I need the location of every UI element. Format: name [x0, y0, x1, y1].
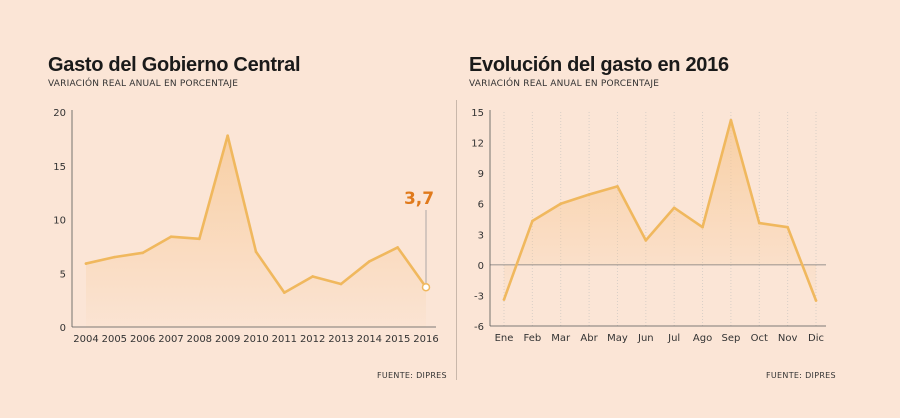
x-tick-label: Oct: [751, 333, 768, 344]
x-tick-label: 2009: [215, 334, 240, 345]
chart-subtitle: VARIACIÓN REAL ANUAL EN PORCENTAJE: [469, 79, 660, 89]
annotation-marker: [421, 282, 431, 292]
x-tick-label: Dic: [808, 333, 824, 344]
annual-spending-chart: 0 5 10 15 20 2004 2005 2006 2007 2008 2009 2010 2011…: [53, 108, 438, 345]
data-point: [644, 239, 648, 242]
area-fill: [504, 120, 816, 301]
y-tick-label: 15: [471, 108, 484, 119]
chart-title: Evolución del gasto en 2016: [469, 54, 729, 76]
x-tick-label: Sep: [721, 333, 740, 344]
x-tick-label: Jul: [667, 333, 680, 344]
y-tick-label: 0: [478, 261, 484, 272]
data-point: [531, 219, 534, 223]
y-tick-label: 5: [60, 269, 66, 280]
x-tick-label: 2007: [158, 334, 183, 345]
data-point: [169, 235, 173, 238]
x-tick-label: 2011: [272, 334, 297, 345]
data-point: [311, 275, 314, 278]
chart-subtitle: VARIACIÓN REAL ANUAL EN PORCENTAJE: [48, 79, 239, 89]
data-point: [396, 246, 399, 249]
data-point: [559, 202, 563, 206]
x-tick-label: 2013: [328, 334, 353, 345]
data-point: [368, 260, 371, 263]
y-tick-label: 9: [478, 169, 484, 180]
data-point: [84, 262, 88, 265]
monthly-spending-chart: -6 -3 0 3 6 9 12 15 Ene Feb Mar Abr May Jun Jul Ago Sep O…: [471, 108, 826, 344]
x-tick-label: May: [607, 333, 628, 344]
x-tick-label: 2005: [102, 334, 127, 345]
chart-source: FUENTE: DIPRES: [766, 371, 836, 380]
x-tick-label: Nov: [778, 333, 798, 344]
x-tick-label: Abr: [580, 333, 598, 344]
data-point: [254, 250, 258, 254]
x-tick-label: 2014: [357, 334, 382, 345]
y-tick-label: -3: [474, 291, 484, 302]
y-tick-label: 20: [53, 108, 66, 119]
data-point: [339, 282, 343, 286]
x-tick-label: Feb: [524, 333, 542, 344]
x-tick-label: 2008: [187, 334, 212, 345]
area-fill: [86, 135, 426, 327]
data-point: [198, 237, 201, 241]
x-tick-label: 2010: [243, 334, 268, 345]
data-point: [141, 251, 144, 255]
chart-panel-monthly: Evolución del gasto en 2016 VARIACIÓN RE…: [458, 0, 900, 418]
data-point: [226, 134, 229, 137]
y-tick-label: 10: [53, 216, 66, 227]
data-point: [672, 206, 676, 210]
y-tick-label: 15: [53, 162, 66, 173]
data-point: [502, 298, 506, 301]
data-point: [757, 221, 761, 225]
x-tick-label: 2004: [73, 334, 98, 345]
series-line: [502, 118, 818, 302]
y-tick-label: -6: [474, 322, 484, 333]
data-point: [283, 291, 286, 294]
chart-panel-annual: Gasto del Gobierno Central VARIACIÓN REA…: [48, 54, 447, 380]
data-point: [729, 118, 733, 122]
x-tick-label: 2016: [413, 334, 438, 345]
x-tick-label: Ago: [693, 333, 712, 344]
x-tick-label: 2006: [130, 334, 155, 345]
x-tick-label: 2015: [385, 334, 410, 345]
data-point: [786, 225, 789, 229]
panel-divider: [456, 100, 457, 380]
x-tick-label: 2012: [300, 334, 325, 345]
y-tick-label: 12: [471, 139, 484, 150]
data-point: [814, 299, 818, 302]
y-tick-label: 0: [60, 323, 66, 334]
y-tick-label: 6: [478, 200, 484, 211]
chart-title: Gasto del Gobierno Central: [48, 54, 301, 76]
x-tick-label: Mar: [551, 333, 571, 344]
x-tick-label: Ene: [495, 333, 514, 344]
y-tick-label: 3: [478, 230, 484, 241]
x-tick-label: Jun: [637, 333, 654, 344]
chart-source: FUENTE: DIPRES: [377, 371, 447, 380]
data-point: [113, 255, 116, 259]
data-point: [701, 225, 704, 229]
data-point: [616, 185, 619, 188]
data-point: [587, 193, 591, 196]
annotation-label: 3,7: [404, 189, 434, 209]
